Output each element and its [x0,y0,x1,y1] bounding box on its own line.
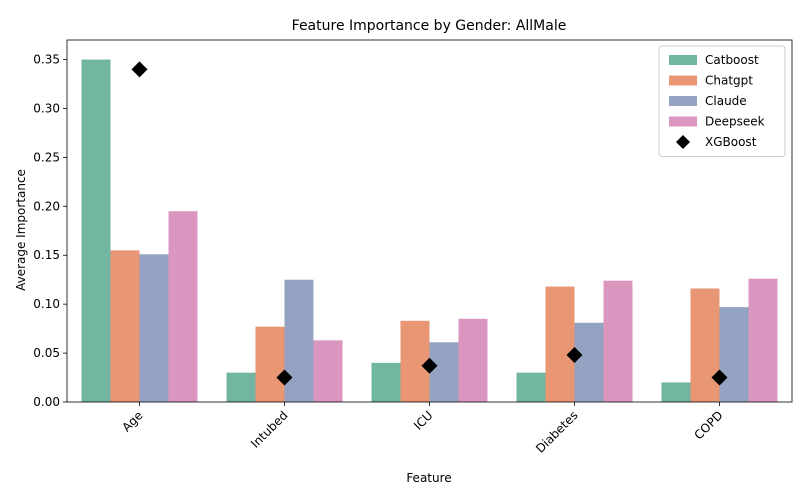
legend-label-catboost: Catboost [705,53,759,67]
marker-xgboost-intubed [276,369,293,386]
y-tick-label: 0.35 [33,53,60,67]
y-tick-label: 0.00 [33,395,60,409]
chart-title: Feature Importance by Gender: AllMale [292,18,567,34]
bar-chatgpt-intubed [255,326,285,402]
y-axis-label: Average Importance [14,169,28,291]
legend-label-deepseek: Deepseek [705,115,765,129]
y-tick-label: 0.30 [33,101,60,115]
x-tick-label-intubed: Intubed [248,408,290,450]
y-tick-label: 0.10 [33,297,60,311]
y-tick-label: 0.15 [33,248,60,262]
legend-swatch-chatgpt [669,75,697,86]
y-tick-label: 0.25 [33,150,60,164]
bar-chatgpt-icu [400,320,430,402]
y-tick-label: 0.05 [33,346,60,360]
x-tick-label-age: Age [119,408,145,434]
x-tick-label-copd: COPD [691,408,725,442]
bar-deepseek-intubed [313,340,343,402]
bar-catboost-icu [371,362,401,402]
legend-swatch-catboost [669,55,697,65]
marker-xgboost-age [131,61,148,78]
legend-label-claude: Claude [705,94,747,108]
bar-claude-diabetes [574,322,604,402]
bar-deepseek-copd [748,278,778,402]
bar-chatgpt-age [110,250,140,402]
legend-label-xgboost: XGBoost [705,135,757,149]
legend-box [658,45,786,157]
bar-claude-icu [429,342,459,402]
x-axis-label: Feature [406,471,451,485]
x-tick-label-diabetes: Diabetes [533,408,581,456]
bar-catboost-age [81,59,111,402]
legend-swatch-xgboost [676,135,690,149]
marker-xgboost-diabetes [566,347,583,364]
legend-swatch-claude [669,96,697,106]
bar-claude-copd [719,307,749,402]
bar-catboost-diabetes [516,372,546,402]
bar-catboost-intubed [226,372,256,402]
bar-chatgpt-diabetes [545,286,575,402]
bar-deepseek-icu [458,318,488,402]
marker-xgboost-icu [421,357,438,374]
bar-deepseek-age [168,211,198,402]
bar-chatgpt-copd [690,288,720,402]
marker-xgboost-copd [711,369,728,386]
bar-deepseek-diabetes [603,280,633,402]
legend: Catboost Chatgpt Claude Deepseek XGBoost [658,45,786,157]
legend-swatch-deepseek [669,116,697,127]
bar-catboost-copd [661,382,691,402]
bar-claude-intubed [284,279,314,402]
x-tick-label-icu: ICU [411,408,436,433]
y-tick-label: 0.20 [33,199,60,213]
legend-label-chatgpt: Chatgpt [705,74,753,88]
bar-claude-age [139,254,169,402]
